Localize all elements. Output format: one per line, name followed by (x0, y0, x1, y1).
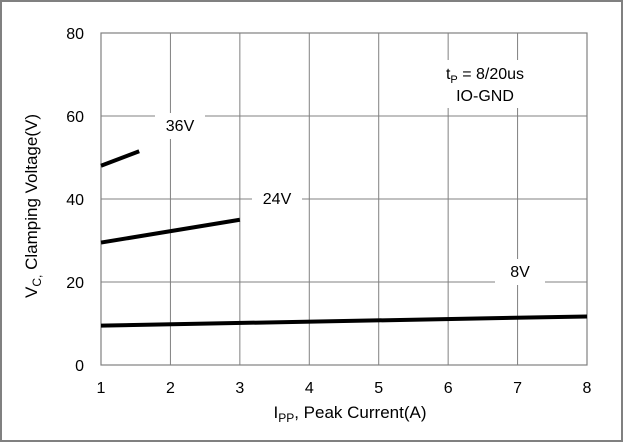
x-tick-label-8: 8 (583, 380, 592, 397)
x-tick-label-6: 6 (444, 380, 453, 397)
y-tick-labels: 0 20 40 60 80 (66, 26, 84, 375)
series-lines (100, 149, 588, 328)
y-tick-label-20: 20 (66, 275, 84, 292)
y-tick-label-0: 0 (75, 358, 84, 375)
x-tick-label-5: 5 (374, 380, 383, 397)
series-label-bg-24V (252, 186, 302, 212)
series-label-8V: 8V (510, 264, 530, 281)
x-tick-label-1: 1 (97, 380, 106, 397)
x-tick-label-7: 7 (513, 380, 522, 397)
y-tick-label-80: 80 (66, 26, 84, 43)
annotation-io-gnd: IO-GND (456, 88, 514, 105)
series-line-8V (100, 314, 588, 328)
series-label-bg-36V (155, 113, 205, 139)
x-tick-label-2: 2 (166, 380, 175, 397)
grid (100, 32, 588, 366)
series-line-24V (100, 217, 241, 245)
series-label-24V: 24V (263, 191, 292, 208)
x-tick-labels: 1 2 3 4 5 6 7 8 (97, 380, 592, 397)
plot-area-border (100, 32, 588, 366)
annotation-pulse: tP = 8/20us (446, 66, 524, 86)
series-label-36V: 36V (166, 118, 195, 135)
y-tick-label-60: 60 (66, 109, 84, 126)
x-tick-label-3: 3 (235, 380, 244, 397)
y-tick-label-40: 40 (66, 192, 84, 209)
series-line-36V (100, 149, 140, 168)
annotation-bg (430, 60, 540, 108)
x-axis-label: IPP, Peak Current(A) (273, 403, 426, 425)
y-axis-label: VC, Clamping Voltage(V) (22, 114, 44, 298)
series-labels: 36V 24V 8V (155, 113, 545, 285)
series-label-bg-8V (495, 259, 545, 285)
x-tick-label-4: 4 (305, 380, 314, 397)
